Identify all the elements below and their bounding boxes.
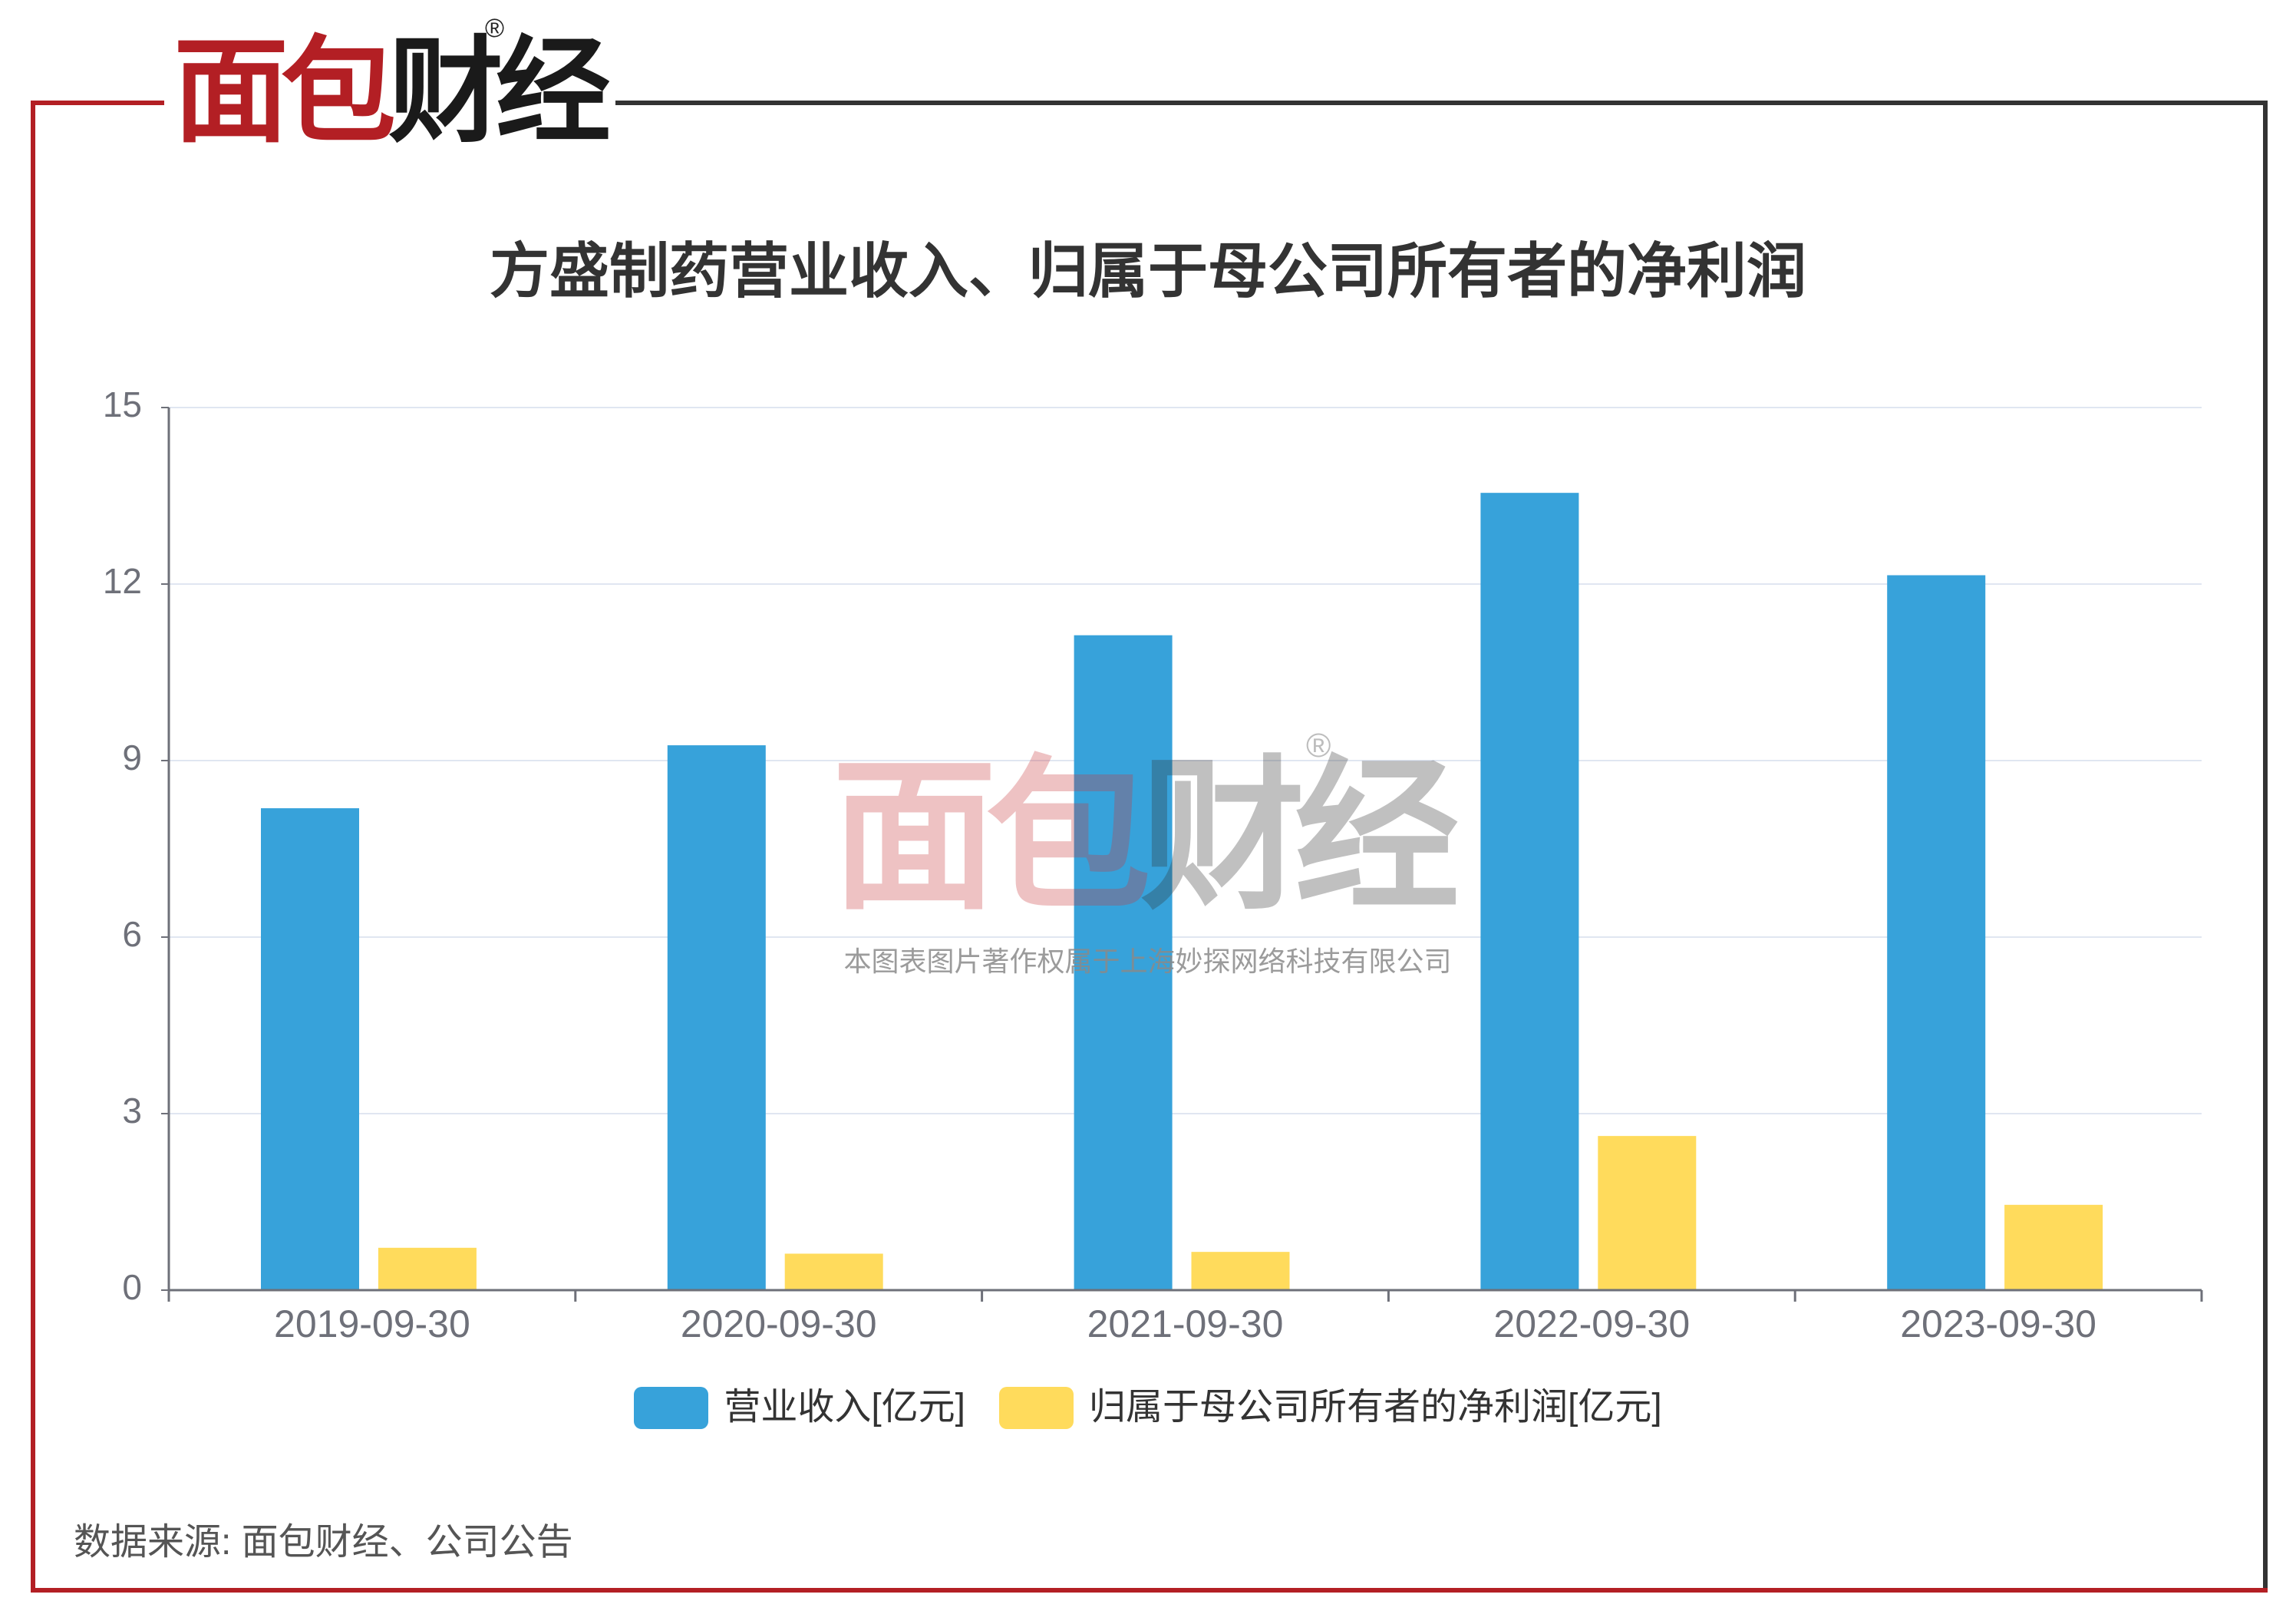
- x-category-label: 2021-09-30: [1087, 1302, 1284, 1345]
- bar-series1-2020-09-30: [784, 1253, 883, 1290]
- frame-right-border: [2263, 101, 2268, 1593]
- legend-item-net-profit: 归属于母公司所有者的净利润[亿元]: [999, 1386, 1662, 1429]
- bar-series1-2019-09-30: [378, 1247, 477, 1290]
- frame-top-border-red: [31, 101, 164, 105]
- y-tick-label: 0: [122, 1267, 142, 1307]
- y-tick-label: 6: [122, 914, 142, 954]
- registered-mark: ®: [485, 14, 505, 43]
- brand-logo-black-part: 财经: [388, 27, 611, 156]
- bar-series0-2020-09-30: [667, 745, 766, 1290]
- chart-legend: 营业收入[亿元] 归属于母公司所有者的净利润[亿元]: [0, 1386, 2296, 1429]
- legend-label-net-profit: 归属于母公司所有者的净利润[亿元]: [1089, 1387, 1662, 1428]
- chart-title: 方盛制药营业收入、归属于母公司所有者的净利润: [489, 237, 1806, 305]
- legend-swatch-revenue: [634, 1386, 709, 1429]
- frame-top-border-dark: [615, 101, 2268, 105]
- brand-logo: 面包财经: [173, 34, 611, 149]
- bar-series1-2021-09-30: [1191, 1252, 1290, 1290]
- legend-swatch-net-profit: [999, 1386, 1074, 1429]
- x-category-label: 2020-09-30: [681, 1302, 877, 1345]
- x-category-label: 2019-09-30: [274, 1302, 470, 1345]
- x-category-label: 2023-09-30: [1900, 1302, 2096, 1345]
- x-category-label: 2022-09-30: [1493, 1302, 1690, 1345]
- frame-left-border: [31, 101, 35, 1593]
- bar-series1-2022-09-30: [1598, 1136, 1697, 1290]
- legend-item-revenue: 营业收入[亿元]: [634, 1386, 965, 1429]
- source-note: 数据来源: 面包财经、公司公告: [74, 1522, 573, 1563]
- bar-series1-2023-09-30: [2004, 1204, 2103, 1290]
- y-tick-label: 15: [103, 385, 142, 424]
- legend-label-revenue: 营业收入[亿元]: [724, 1387, 965, 1428]
- frame-bottom-border: [31, 1588, 2268, 1593]
- y-tick-label: 12: [103, 561, 142, 601]
- brand-logo-red-part: 面包: [173, 27, 396, 156]
- y-tick-label: 9: [122, 738, 142, 777]
- bar-series0-2021-09-30: [1074, 635, 1173, 1290]
- y-tick-label: 3: [122, 1091, 142, 1131]
- bar-series0-2019-09-30: [260, 808, 359, 1290]
- bar-series0-2022-09-30: [1480, 493, 1579, 1290]
- bar-series0-2023-09-30: [1887, 575, 1986, 1290]
